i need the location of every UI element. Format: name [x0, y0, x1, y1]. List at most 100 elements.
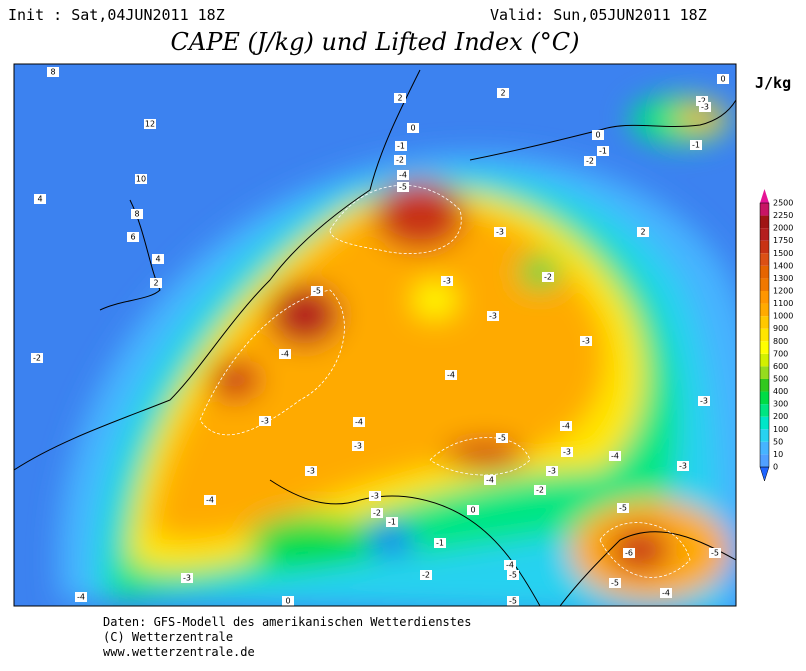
contour-label: 8 — [50, 68, 55, 77]
contour-label: -5 — [711, 549, 719, 558]
contour-label-box — [597, 146, 609, 156]
contour-label: -3 — [679, 462, 687, 471]
footer-url: www.wetterzentrale.de — [103, 645, 255, 659]
contour-label-box — [397, 182, 409, 192]
colorbar-swatch — [760, 253, 769, 266]
contour-label: -3 — [489, 312, 497, 321]
colorbar-swatch — [760, 203, 769, 216]
contour-label: -5 — [509, 571, 517, 580]
contour-label: 0 — [595, 131, 600, 140]
contour-label: -3 — [582, 337, 590, 346]
unit-label: J/kg — [755, 74, 791, 92]
contour-label: -4 — [77, 593, 85, 602]
coastlines — [14, 69, 736, 606]
colorbar-swatch — [760, 441, 769, 455]
contour-label-box — [609, 451, 621, 461]
colorbar-swatch — [760, 366, 769, 379]
contour-label: -5 — [498, 434, 506, 443]
contour-label: -2 — [396, 156, 404, 165]
contour-label: -1 — [388, 518, 396, 527]
contour-label-box — [584, 156, 596, 166]
colorbar-swatch — [760, 228, 769, 241]
colorbar-label: 600 — [773, 362, 788, 371]
contour-label-box — [311, 286, 323, 296]
colorbar-swatch — [760, 416, 769, 430]
contour-label-box — [420, 570, 432, 580]
contour-label-box — [397, 170, 409, 180]
colorbar-label: 300 — [773, 400, 788, 409]
contour-label-box — [34, 194, 46, 204]
contour-label: -3 — [496, 228, 504, 237]
contour-label: -2 — [422, 571, 430, 580]
colorbar-label: 2250 — [773, 211, 793, 220]
contour-label-box — [31, 353, 43, 363]
colorbar-swatch — [760, 316, 769, 329]
contour-label: -3 — [548, 467, 556, 476]
contour-label-box — [441, 276, 453, 286]
colorbar-label: 400 — [773, 387, 788, 396]
footer-copyright: (C) Wetterzentrale — [103, 630, 233, 644]
contour-label: -4 — [281, 350, 289, 359]
contour-label-box — [561, 447, 573, 457]
colorbar-swatch — [760, 391, 769, 405]
contour-label: -1 — [599, 147, 607, 156]
contour-label: -5 — [509, 597, 517, 606]
contour-label: -2 — [373, 509, 381, 518]
contour-label: 6 — [130, 233, 135, 242]
contour-label: -4 — [355, 418, 363, 427]
contour-label-box — [623, 548, 635, 558]
contour-label-box — [534, 485, 546, 495]
footer-source: Daten: GFS-Modell des amerikanischen Wet… — [103, 615, 471, 629]
colorbar-label: 0 — [773, 462, 778, 471]
contour-label: 0 — [470, 506, 475, 515]
contour-label-box — [371, 508, 383, 518]
contour-label-box — [677, 461, 689, 471]
contour-label: -2 — [33, 354, 41, 363]
contour-label-box — [47, 67, 59, 77]
colorbar-label: 2000 — [773, 224, 793, 233]
contour-label-box — [542, 272, 554, 282]
contour-label: -2 — [536, 486, 544, 495]
contour-label: 4 — [155, 255, 160, 264]
contour-label: 4 — [37, 195, 42, 204]
contour-label-box — [717, 74, 729, 84]
contour-label-box — [496, 433, 508, 443]
contour-label-box — [434, 538, 446, 548]
contour-label: -2 — [586, 157, 594, 166]
contour-label-box — [204, 495, 216, 505]
colorbar-label: 1300 — [773, 274, 793, 283]
contour-label: -4 — [447, 371, 455, 380]
contour-label-box — [394, 93, 406, 103]
contour-label-box — [546, 466, 558, 476]
contour-label: -4 — [611, 452, 619, 461]
colorbar-label: 100 — [773, 425, 788, 434]
contour-label-box — [152, 254, 164, 264]
colorbar-swatch — [760, 454, 769, 467]
colorbar-label: 900 — [773, 324, 788, 333]
contour-label: 10 — [136, 175, 146, 184]
contour-label-box — [637, 227, 649, 237]
map-field: 8121086424-2220-1-2-4-50-1-2-2-3-102-3-2… — [14, 64, 736, 606]
contour-label-box — [305, 466, 317, 476]
colorbar-swatch — [760, 215, 769, 229]
map-frame — [13, 63, 737, 607]
colorbar-swatch — [760, 240, 769, 254]
contour-label-box — [690, 140, 702, 150]
init-time: Init : Sat,04JUN2011 18Z — [8, 6, 225, 24]
lifted-index-contours — [199, 184, 691, 578]
valid-time: Valid: Sun,05JUN2011 18Z — [490, 6, 707, 24]
contour-label: 0 — [720, 75, 725, 84]
contour-label: -1 — [436, 539, 444, 548]
contour-label: -5 — [619, 504, 627, 513]
colorbar: 0 10 50 100 200 300 400 500 600 700 800 900 1000 1100… — [759, 189, 793, 482]
contour-label: -3 — [183, 574, 191, 583]
colorbar-swatch — [760, 404, 769, 417]
contour-label-box — [698, 396, 710, 406]
contour-label-box — [504, 560, 516, 570]
contour-label: -3 — [701, 103, 709, 112]
colorbar-outline — [759, 202, 770, 468]
colorbar-label: 1100 — [773, 299, 793, 308]
contour-label: 8 — [134, 210, 139, 219]
colorbar-label: 1400 — [773, 261, 793, 270]
contour-label: 2 — [500, 89, 505, 98]
